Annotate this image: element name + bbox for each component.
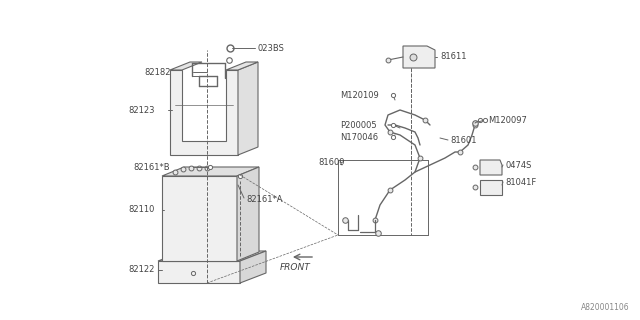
Polygon shape: [240, 251, 266, 283]
Text: 82182: 82182: [144, 68, 170, 76]
Text: M120109: M120109: [340, 91, 379, 100]
Polygon shape: [237, 167, 259, 261]
Polygon shape: [158, 261, 240, 283]
Polygon shape: [480, 180, 502, 195]
Text: P200005: P200005: [340, 121, 376, 130]
Text: FRONT: FRONT: [280, 262, 310, 271]
Polygon shape: [170, 62, 202, 70]
Text: A820001106: A820001106: [581, 303, 630, 313]
Polygon shape: [162, 176, 237, 261]
Polygon shape: [226, 62, 258, 70]
Text: 82123: 82123: [128, 106, 154, 115]
Text: M120097: M120097: [488, 116, 527, 124]
Polygon shape: [162, 167, 259, 176]
Text: 82161*A: 82161*A: [246, 196, 282, 204]
Polygon shape: [158, 251, 266, 261]
Text: 81601: 81601: [450, 135, 477, 145]
Polygon shape: [403, 46, 435, 68]
Text: 82122: 82122: [128, 266, 154, 275]
Text: 81609: 81609: [318, 157, 344, 166]
Text: 81041F: 81041F: [505, 178, 536, 187]
Polygon shape: [170, 70, 238, 155]
Polygon shape: [238, 62, 258, 155]
Text: 0474S: 0474S: [505, 161, 531, 170]
Text: 82161*B: 82161*B: [133, 163, 170, 172]
Text: N170046: N170046: [340, 132, 378, 141]
Text: 81611: 81611: [440, 52, 467, 60]
Polygon shape: [480, 160, 502, 175]
Text: 82110: 82110: [128, 205, 154, 214]
Text: 023BS: 023BS: [257, 44, 284, 52]
